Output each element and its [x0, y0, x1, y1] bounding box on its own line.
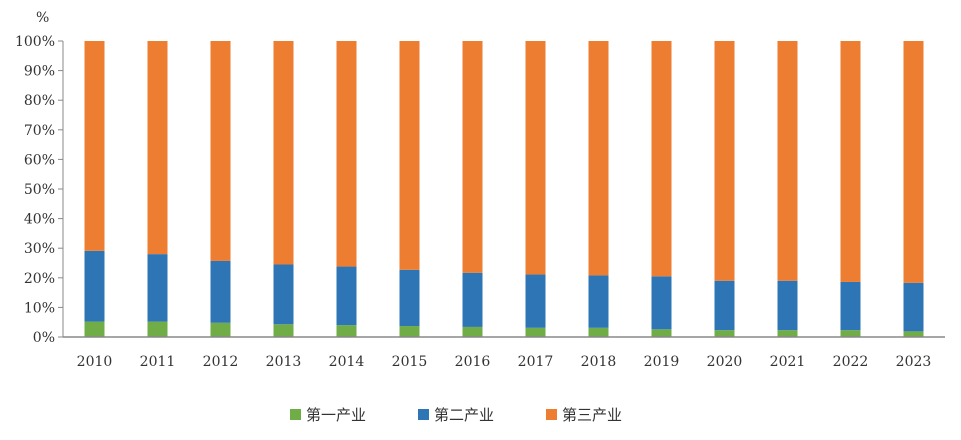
legend-swatch — [290, 409, 301, 420]
x-tick-label: 2022 — [833, 354, 869, 370]
bar-segment-2012 — [210, 322, 231, 337]
y-tick-label: 10% — [24, 300, 55, 316]
bar-segment-2019 — [651, 329, 672, 337]
legend-label: 第一产业 — [306, 406, 366, 424]
bar-segment-2014 — [336, 41, 357, 267]
y-tick-label: 0% — [33, 330, 55, 346]
bar-segment-2022 — [840, 281, 861, 331]
x-tick-label: 2017 — [518, 354, 554, 370]
x-tick-label: 2011 — [140, 354, 176, 370]
y-tick-label: 80% — [24, 93, 55, 109]
bar-segment-2014 — [336, 325, 357, 337]
legend-swatch — [418, 409, 429, 420]
y-tick-label: 20% — [24, 271, 55, 287]
bar-segment-2011 — [147, 321, 168, 337]
bar-segment-2017 — [525, 327, 546, 337]
bar-segment-2023 — [903, 41, 924, 283]
bar-segment-2016 — [462, 41, 483, 273]
bar-segment-2013 — [273, 264, 294, 325]
bar-segment-2010 — [84, 321, 105, 337]
bar-segment-2012 — [210, 260, 231, 323]
bar-segment-2017 — [525, 41, 546, 275]
bar-segment-2012 — [210, 41, 231, 261]
legend: 第一产业 第二产业 第三产业 — [290, 406, 622, 424]
legend-label: 第三产业 — [562, 406, 622, 424]
y-tick-label: 90% — [24, 64, 55, 80]
x-tick-label: 2019 — [644, 354, 680, 370]
y-tick-label: 60% — [24, 152, 55, 168]
bar-segment-2020 — [714, 330, 735, 337]
bar-segment-2020 — [714, 280, 735, 331]
x-tick-label: 2020 — [707, 354, 743, 370]
bar-segment-2015 — [399, 326, 420, 337]
y-tick-label: 50% — [24, 182, 55, 198]
y-tick-label: 30% — [24, 241, 55, 257]
bar-segment-2018 — [588, 275, 609, 328]
y-tick-label: 70% — [24, 123, 55, 139]
bar-segment-2016 — [462, 326, 483, 337]
x-tick-label: 2010 — [77, 354, 113, 370]
x-tick-label: 2015 — [392, 354, 428, 370]
bar-segment-2010 — [84, 250, 105, 322]
x-axis: 2010 2011 2012 2013 2014 2015 2016 2017 2018 2019… — [63, 336, 945, 370]
bar-segment-2014 — [336, 266, 357, 326]
bar-segment-2011 — [147, 41, 168, 255]
bar-segment-2015 — [399, 269, 420, 327]
bar-segment-2021 — [777, 41, 798, 281]
x-tick-label: 2013 — [266, 354, 302, 370]
bar-segment-2010 — [84, 41, 105, 251]
bar-segment-2021 — [777, 280, 798, 331]
y-axis-unit-label: % — [36, 10, 49, 26]
y-tick-label: 40% — [24, 212, 55, 228]
bar-segment-2023 — [903, 331, 924, 337]
bar-segment-2016 — [462, 272, 483, 327]
bar-segment-2013 — [273, 41, 294, 265]
x-tick-label: 2012 — [203, 354, 239, 370]
x-tick-label: 2021 — [770, 354, 806, 370]
y-tick-label: 100% — [15, 34, 55, 50]
y-axis: 0% 10% 20% 30% 40% 50% 60% 70% 80% 90% 100% — [15, 34, 64, 346]
bar-segment-2018 — [588, 327, 609, 337]
bars — [84, 41, 924, 337]
legend-swatch — [546, 409, 557, 420]
legend-label: 第二产业 — [434, 406, 494, 424]
x-tick-label: 2014 — [329, 354, 365, 370]
bar-segment-2017 — [525, 274, 546, 328]
bar-segment-2018 — [588, 41, 609, 276]
bar-segment-2011 — [147, 254, 168, 322]
x-tick-label: 2023 — [896, 354, 932, 370]
bar-segment-2022 — [840, 330, 861, 337]
bar-segment-2019 — [651, 41, 672, 277]
bar-segment-2021 — [777, 330, 798, 337]
bar-segment-2022 — [840, 41, 861, 282]
bar-segment-2013 — [273, 324, 294, 337]
x-tick-label: 2016 — [455, 354, 491, 370]
bar-segment-2015 — [399, 41, 420, 270]
x-tick-label: 2018 — [581, 354, 617, 370]
bar-segment-2023 — [903, 282, 924, 332]
bar-segment-2019 — [651, 276, 672, 330]
bar-segment-2020 — [714, 41, 735, 281]
